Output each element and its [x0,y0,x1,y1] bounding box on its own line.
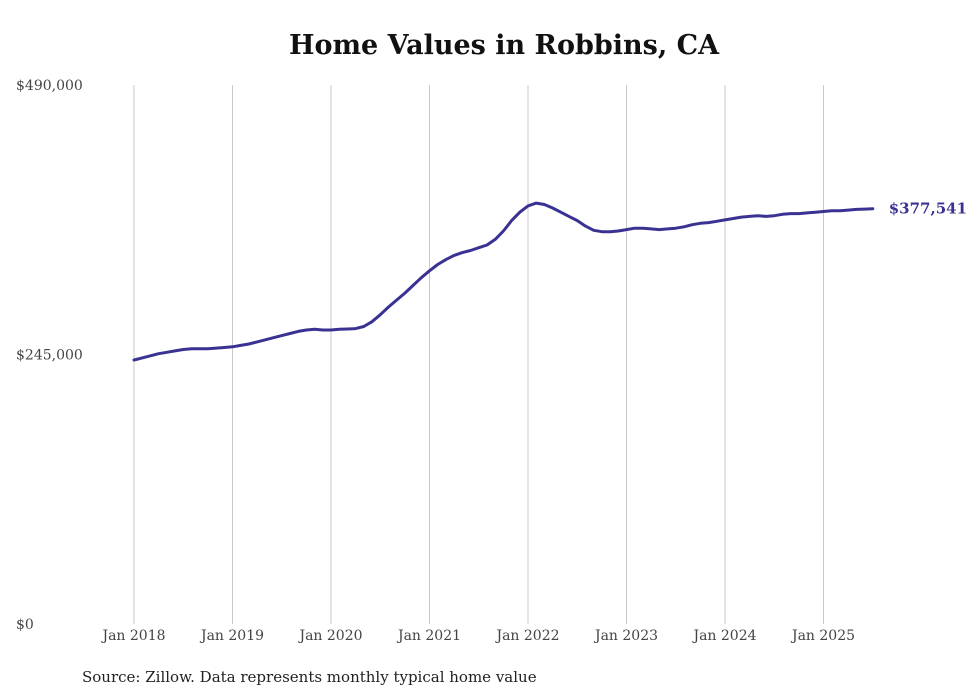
x-axis-ticks: Jan 2018 Jan 2019 Jan 2020 Jan 2021 Jan 2022… [100,628,855,644]
x-tick-label: Jan 2021 [396,628,461,644]
x-tick-label: Jan 2025 [790,628,855,644]
source-note: Source: Zillow. Data represents monthly … [82,668,537,686]
y-tick-label: $0 [16,617,34,633]
y-tick-label: $245,000 [16,348,83,364]
y-tick-label: $490,000 [16,78,83,94]
x-tick-label: Jan 2019 [199,628,264,644]
x-tick-label: Jan 2023 [593,628,658,644]
chart-title: Home Values in Robbins, CA [288,30,720,61]
end-value-label: $377,541 [889,200,967,218]
series-line [132,201,875,362]
x-tick-label: Jan 2018 [100,628,165,644]
x-tick-label: Jan 2024 [691,628,756,644]
x-tick-label: Jan 2020 [297,628,362,644]
gridlines [133,85,824,624]
y-axis-ticks: $0 $245,000 $490,000 [16,78,83,633]
x-tick-label: Jan 2022 [494,628,559,644]
